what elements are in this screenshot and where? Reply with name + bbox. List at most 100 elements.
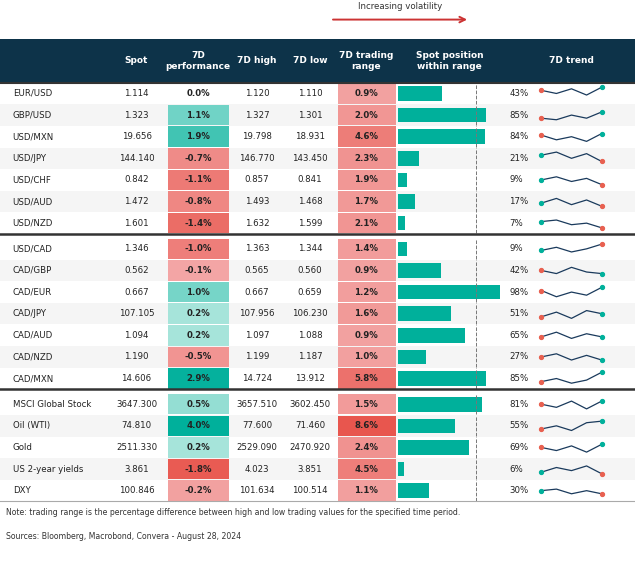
Text: 14.724: 14.724 (242, 374, 272, 383)
Text: 85%: 85% (509, 111, 528, 119)
Text: 1.1%: 1.1% (354, 486, 378, 495)
Text: 19.656: 19.656 (121, 132, 152, 141)
Bar (338, 282, 396, 302)
Text: USD/AUD: USD/AUD (13, 197, 53, 206)
Text: 1.120: 1.120 (245, 89, 269, 98)
Bar (398, 328, 465, 343)
Text: 1.7%: 1.7% (354, 197, 378, 206)
Text: 2.3%: 2.3% (354, 154, 378, 163)
Text: 1.114: 1.114 (124, 89, 149, 98)
Bar (0, 82, 635, 104)
Text: CAD/JPY: CAD/JPY (13, 309, 47, 318)
Text: 7D low: 7D low (293, 56, 327, 66)
Text: US 2-year yields: US 2-year yields (13, 464, 83, 473)
Bar (168, 191, 229, 212)
Text: 1.599: 1.599 (298, 219, 322, 228)
Bar (0, 303, 635, 325)
Text: 0.2%: 0.2% (186, 331, 210, 340)
Bar (338, 347, 396, 367)
Text: 1.0%: 1.0% (354, 352, 378, 362)
Bar (398, 285, 500, 300)
Bar (168, 260, 229, 281)
Bar (0, 394, 635, 415)
Text: 1.301: 1.301 (298, 111, 322, 119)
Bar (0, 39, 635, 82)
Bar (0, 104, 635, 126)
Text: 1.187: 1.187 (298, 352, 322, 362)
Text: DXY: DXY (13, 486, 30, 495)
Bar (338, 239, 396, 259)
Text: 146.770: 146.770 (239, 154, 275, 163)
Text: 1.363: 1.363 (245, 245, 269, 253)
Bar (398, 483, 429, 498)
Bar (398, 397, 482, 411)
Bar (338, 126, 396, 147)
Text: 1.468: 1.468 (298, 197, 322, 206)
Bar (338, 480, 396, 501)
Text: EUR/USD: EUR/USD (13, 89, 52, 98)
Text: 0.2%: 0.2% (186, 443, 210, 452)
Text: 6%: 6% (509, 464, 523, 473)
Bar (398, 307, 451, 321)
Text: 4.6%: 4.6% (354, 132, 378, 141)
Text: 71.460: 71.460 (295, 421, 325, 431)
Text: 2.9%: 2.9% (186, 374, 210, 383)
Bar (168, 148, 229, 168)
Text: 1.0%: 1.0% (186, 288, 210, 297)
Text: 51%: 51% (509, 309, 528, 318)
Bar (398, 263, 441, 278)
Bar (338, 260, 396, 281)
Bar (398, 173, 407, 187)
Bar (168, 304, 229, 324)
Text: 9%: 9% (509, 176, 523, 184)
Text: 30%: 30% (509, 486, 528, 495)
Text: 1.601: 1.601 (124, 219, 149, 228)
Text: 0.659: 0.659 (298, 288, 322, 297)
Text: 1.5%: 1.5% (354, 400, 378, 409)
Text: 1.9%: 1.9% (186, 132, 210, 141)
Bar (398, 129, 485, 144)
Text: 77.600: 77.600 (242, 421, 272, 431)
Text: 2.1%: 2.1% (354, 219, 378, 228)
Text: 1.199: 1.199 (245, 352, 269, 362)
Text: 1.344: 1.344 (298, 245, 322, 253)
Text: Note: trading range is the percentage difference between high and low trading va: Note: trading range is the percentage di… (6, 508, 461, 518)
Text: -1.0%: -1.0% (184, 245, 212, 253)
Bar (168, 170, 229, 190)
Bar (0, 480, 635, 501)
Text: 98%: 98% (509, 288, 528, 297)
Text: -0.1%: -0.1% (184, 266, 212, 275)
Text: 0.9%: 0.9% (354, 266, 378, 275)
Text: USD/JPY: USD/JPY (13, 154, 47, 163)
Bar (0, 169, 635, 191)
Text: -1.1%: -1.1% (184, 176, 212, 184)
Bar (338, 459, 396, 479)
Text: 0.667: 0.667 (245, 288, 269, 297)
Text: -0.8%: -0.8% (184, 197, 212, 206)
Text: 2470.920: 2470.920 (290, 443, 330, 452)
Text: 1.493: 1.493 (245, 197, 269, 206)
Text: 84%: 84% (509, 132, 528, 141)
Bar (398, 216, 404, 230)
Bar (338, 325, 396, 346)
Bar (0, 325, 635, 346)
Text: USD/MXN: USD/MXN (13, 132, 54, 141)
Text: Increasing volatility: Increasing volatility (358, 2, 442, 11)
Text: 1.190: 1.190 (124, 352, 149, 362)
Text: 27%: 27% (509, 352, 528, 362)
Text: 107.956: 107.956 (239, 309, 275, 318)
Text: 0.2%: 0.2% (186, 309, 210, 318)
Text: 3657.510: 3657.510 (237, 400, 277, 409)
Bar (0, 147, 635, 169)
Text: 69%: 69% (509, 443, 528, 452)
Bar (398, 108, 486, 122)
Text: -1.8%: -1.8% (184, 464, 212, 473)
Bar (398, 194, 415, 209)
Text: 1.9%: 1.9% (354, 176, 378, 184)
Text: 7D high: 7D high (237, 56, 277, 66)
Text: 1.1%: 1.1% (186, 111, 210, 119)
Text: 13.912: 13.912 (295, 374, 325, 383)
Bar (338, 170, 396, 190)
Text: 100.514: 100.514 (292, 486, 328, 495)
Text: 1.327: 1.327 (245, 111, 269, 119)
